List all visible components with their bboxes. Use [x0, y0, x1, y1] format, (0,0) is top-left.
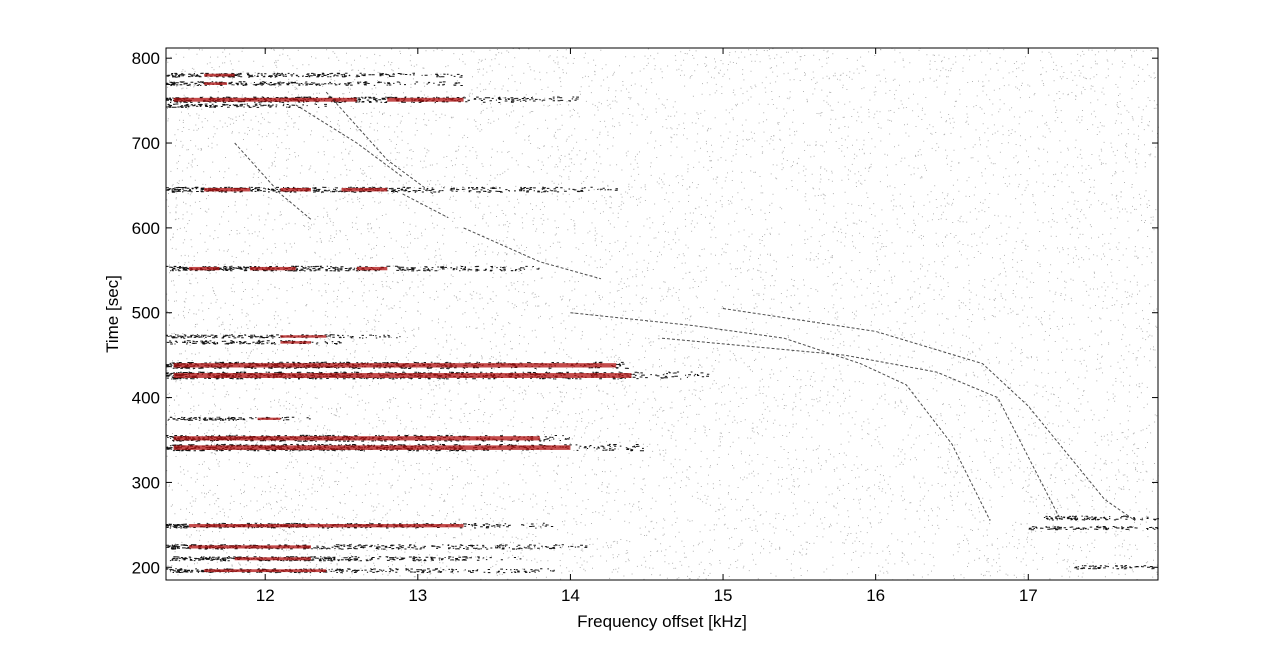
strong-segment [341, 187, 388, 192]
x-tick: 15 [714, 48, 733, 605]
signal-track [234, 142, 312, 220]
y-tick: 300 [132, 473, 1158, 492]
signal-band [166, 103, 327, 108]
y-tick-label: 600 [132, 219, 160, 238]
signal-bands [166, 72, 1159, 574]
signal-band [166, 371, 710, 380]
signal-band [166, 96, 579, 103]
y-tick: 500 [132, 304, 1158, 323]
signal-band [166, 334, 401, 339]
signal-band [166, 544, 588, 550]
y-tick-label: 800 [132, 49, 160, 68]
strong-segment [173, 97, 357, 102]
x-tick-label: 17 [1019, 586, 1038, 605]
signal-band [169, 556, 522, 562]
x-axis-label: Frequency offset [kHz] [577, 612, 747, 631]
signal-tracks [234, 91, 1136, 522]
signal-track [722, 308, 1136, 522]
signal-track [295, 104, 403, 178]
signal-band [1043, 515, 1159, 521]
axes-frame [165, 47, 1159, 581]
y-tick: 600 [132, 219, 1158, 238]
signal-band [166, 443, 644, 452]
x-tick-label: 14 [561, 586, 580, 605]
strong-segment [204, 73, 235, 77]
y-tick-label: 400 [132, 389, 160, 408]
strong-segment [188, 266, 220, 271]
signal-band [166, 434, 570, 442]
x-tick-label: 13 [408, 586, 427, 605]
strong-segment [249, 266, 296, 271]
signal-track [570, 312, 991, 521]
y-tick: 200 [132, 558, 1158, 577]
y-axis-label: Time [sec] [103, 275, 122, 353]
signal-band [166, 340, 342, 345]
y-tick-label: 300 [132, 473, 160, 492]
y-tick-label: 200 [132, 558, 160, 577]
signal-band [166, 186, 618, 193]
strong-segment [356, 266, 388, 271]
signal-band [167, 416, 311, 421]
x-tick: 12 [256, 48, 275, 605]
x-axis-ticks: 12 13 14 15 16 17 [256, 48, 1038, 605]
x-tick-label: 15 [714, 586, 733, 605]
y-tick: 400 [132, 389, 1158, 408]
strong-segment [204, 569, 327, 573]
strong-segment [280, 187, 311, 192]
x-tick-label: 12 [256, 586, 275, 605]
signal-band [166, 522, 554, 529]
strong-segment [173, 363, 617, 368]
x-tick: 14 [561, 48, 580, 605]
y-axis-ticks: 200 300 400 500 600 700 800 [132, 49, 1158, 577]
signal-band [166, 568, 555, 574]
y-tick: 800 [132, 49, 1158, 68]
x-tick: 13 [408, 48, 427, 605]
signal-band [1074, 565, 1155, 570]
strong-segment [204, 82, 228, 85]
signal-band [166, 361, 629, 369]
strong-segment [257, 417, 281, 420]
strong-segment [204, 187, 250, 192]
x-tick-label: 16 [866, 586, 885, 605]
signal-band [166, 81, 463, 86]
strong-segment [173, 445, 571, 450]
strong-segment [387, 97, 464, 102]
signal-band [166, 265, 540, 272]
signal-band [166, 72, 463, 78]
y-tick-label: 500 [132, 304, 160, 323]
signal-track [402, 193, 449, 219]
x-tick: 16 [866, 48, 885, 605]
y-tick: 700 [132, 134, 1158, 153]
strong-segment [280, 341, 311, 344]
strong-segment [173, 373, 632, 378]
y-tick-label: 700 [132, 134, 160, 153]
strong-segment [173, 436, 540, 441]
strong-segment [234, 557, 311, 561]
signal-track [325, 91, 434, 195]
strong-segment [188, 545, 311, 549]
signal-track [661, 337, 1060, 517]
x-tick: 17 [1019, 48, 1038, 605]
plot-area [166, 47, 1159, 581]
strong-segment [188, 524, 464, 528]
signal-track [463, 227, 602, 280]
strong-segment [280, 335, 327, 338]
noise-layer [166, 47, 1159, 581]
